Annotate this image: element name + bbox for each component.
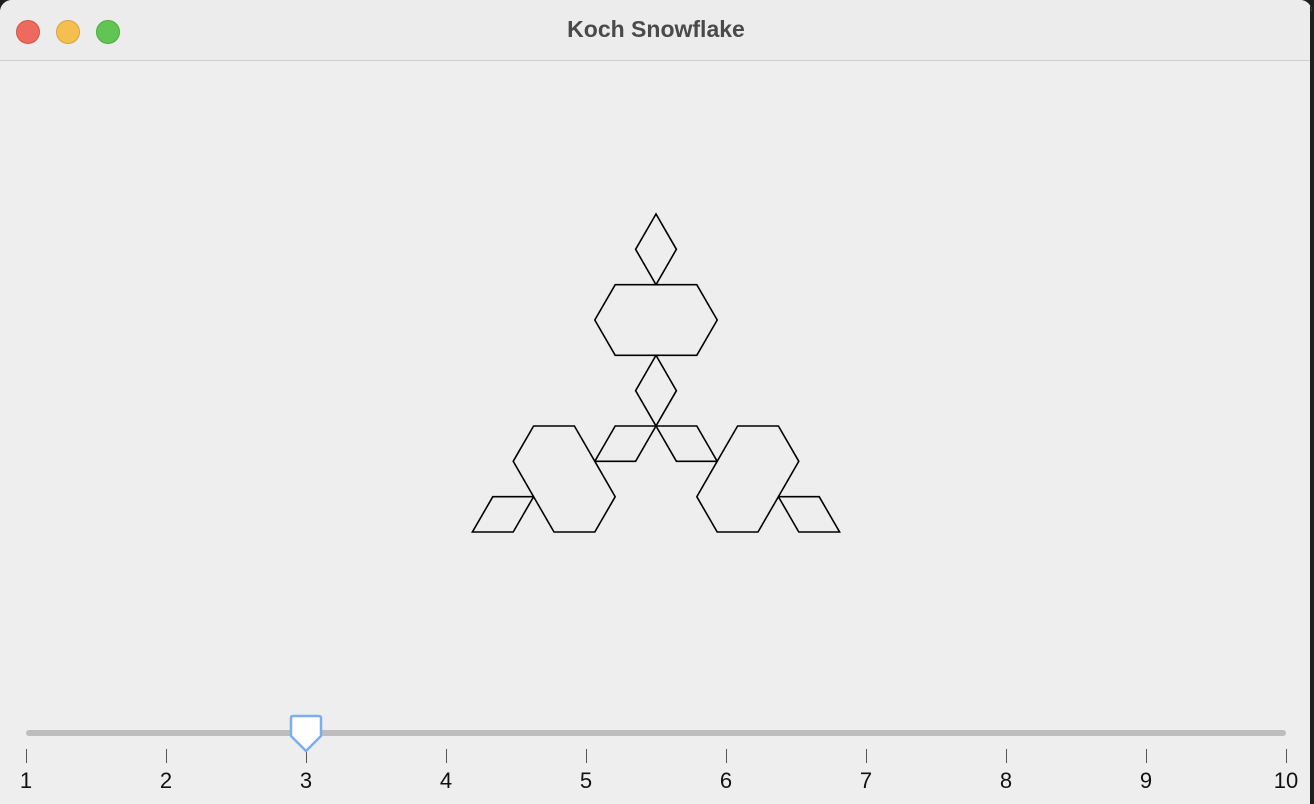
slider-tick-label: 6 [719,768,733,793]
close-icon[interactable] [16,20,40,44]
slider-tick-label: 8 [999,768,1013,793]
slider-tick-label: 3 [299,768,313,793]
depth-slider[interactable]: 1 2 3 4 5 6 7 8 9 10 [0,700,1312,804]
slider-thumb[interactable] [288,714,324,754]
drawing-canvas [0,62,1312,702]
slider-tick [26,749,27,763]
minimize-icon[interactable] [56,20,80,44]
slider-tick-label: 9 [1139,768,1153,793]
title-bar[interactable]: Koch Snowflake [0,0,1312,61]
slider-tick-label: 1 [19,768,33,793]
window-edge [1310,0,1312,804]
slider-track[interactable] [26,730,1286,736]
slider-tick [1286,749,1287,763]
slider-tick [446,749,447,763]
slider-tick-label: 4 [439,768,453,793]
slider-tick-label: 10 [1273,768,1299,793]
koch-snowflake [471,212,841,533]
slider-tick [1006,749,1007,763]
slider-tick [1146,749,1147,763]
slider-tick [726,749,727,763]
slider-tick [166,749,167,763]
slider-tick [586,749,587,763]
slider-tick-label: 7 [859,768,873,793]
slider-tick [306,749,307,763]
window-title: Koch Snowflake [567,16,745,42]
zoom-icon[interactable] [96,20,120,44]
slider-tick [866,749,867,763]
slider-tick-label: 5 [579,768,593,793]
snowflake-outline [471,212,841,533]
slider-tick-label: 2 [159,768,173,793]
